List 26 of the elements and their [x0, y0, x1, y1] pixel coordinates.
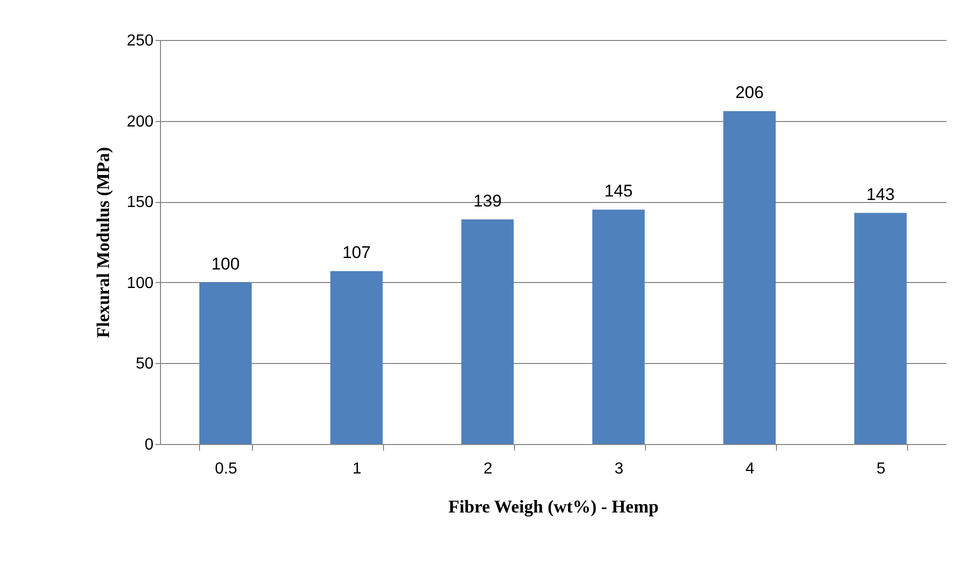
data-label: 143 — [866, 184, 895, 204]
x-tick-label: 3 — [614, 460, 624, 478]
data-label: 100 — [211, 254, 240, 274]
bar — [330, 271, 383, 444]
y-tick-label: 150 — [126, 194, 154, 212]
data-label: 107 — [342, 243, 371, 262]
bar — [723, 111, 776, 444]
bar — [592, 210, 645, 444]
bar — [199, 282, 252, 444]
data-label: 145 — [604, 182, 633, 201]
x-tick-label: 1 — [352, 460, 362, 478]
data-label: 206 — [735, 83, 764, 102]
y-tick-label: 200 — [126, 113, 154, 130]
bar — [854, 212, 907, 444]
x-tick-label: 0.5 — [214, 460, 238, 478]
y-tick-label: 100 — [126, 274, 154, 292]
y-tick-label: 250 — [126, 32, 154, 50]
y-tick-label: 0 — [144, 436, 154, 454]
bar — [461, 219, 514, 444]
x-axis-title: Fibre Weigh (wt%) - Hemp — [448, 496, 659, 516]
x-tick-label: 4 — [746, 460, 755, 478]
y-axis-title: Flexural Modulus (MPa) — [92, 147, 113, 338]
x-tick-label: 2 — [484, 460, 493, 478]
x-tick-label: 5 — [876, 460, 886, 478]
y-tick-label: 50 — [136, 356, 154, 373]
data-label: 139 — [473, 191, 502, 210]
